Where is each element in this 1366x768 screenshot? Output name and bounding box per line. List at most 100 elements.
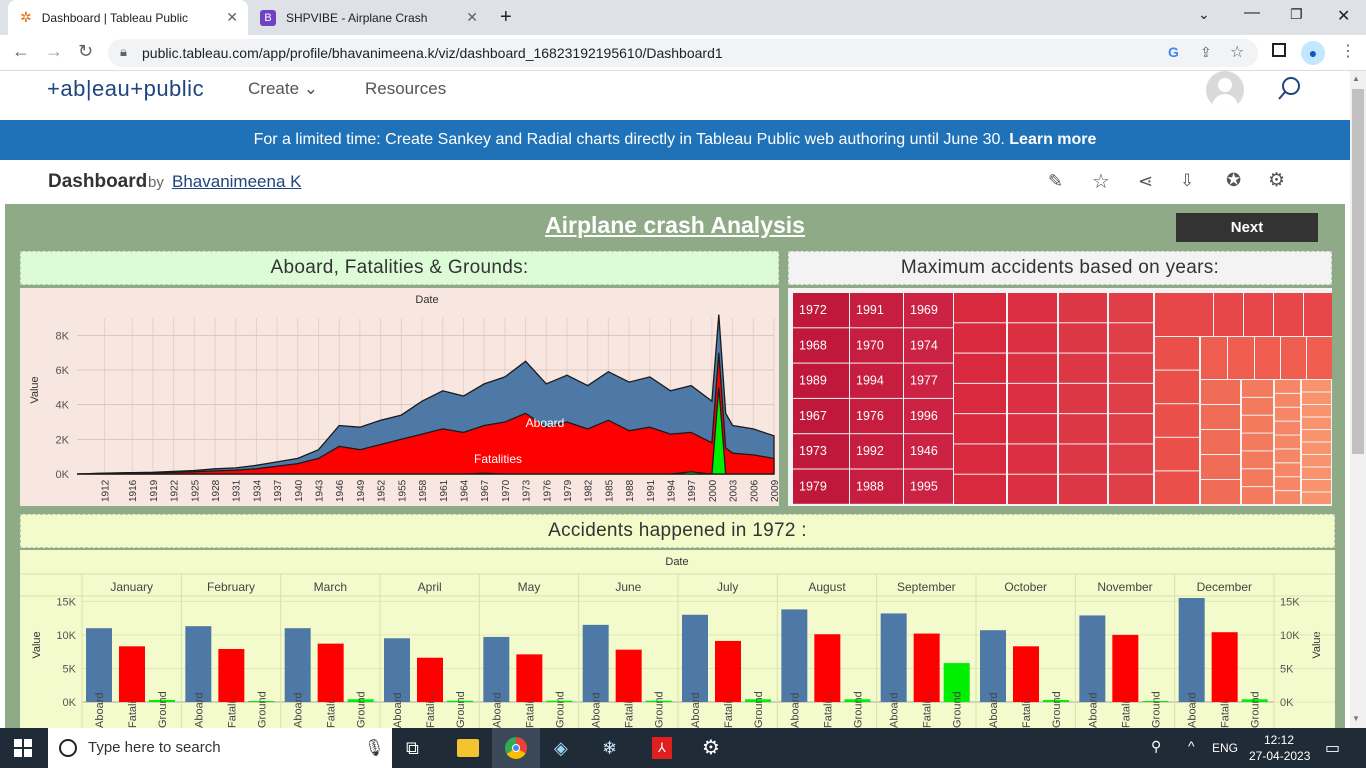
new-tab-icon[interactable]: + [500, 6, 512, 28]
tray-chevron-icon[interactable]: ^ [1188, 738, 1195, 754]
page-scrollbar[interactable]: ▲ ▼ [1350, 71, 1366, 728]
scroll-thumb[interactable] [1352, 89, 1364, 454]
treemap-year-label: 1995 [910, 480, 938, 494]
address-bar: ← → ↻ 🔒︎ public.tableau.com/app/profile/… [0, 35, 1366, 71]
app-icon-1[interactable]: ◈ [554, 738, 568, 758]
treemap-cell [1302, 442, 1331, 454]
learn-more-link[interactable]: Learn more [1009, 131, 1097, 148]
treemap-cell [1201, 337, 1227, 379]
treemap-cell [1059, 383, 1107, 414]
search-icon[interactable] [1276, 76, 1302, 102]
settings-taskbar-icon[interactable]: ⚙ [702, 737, 720, 759]
nav-resources[interactable]: Resources [365, 79, 447, 98]
close-tab-icon[interactable]: ✕ [466, 9, 478, 25]
microphone-icon[interactable]: 🎙︎ [364, 740, 385, 757]
bar-chart-1972[interactable]: Date Value Value 0K 0K 5K 5K 10K 10K 15K 15K Jan… [20, 550, 1335, 728]
back-icon[interactable]: ← [12, 41, 30, 61]
restore-icon[interactable]: ❐ [1290, 6, 1303, 22]
area-x-tick-label: 1991 [646, 479, 657, 502]
minimize-icon[interactable]: — [1244, 4, 1260, 21]
share-icon[interactable]: ⇪ [1200, 44, 1212, 60]
treemap-cell [1059, 293, 1107, 323]
app-icon-2[interactable]: ❄ [602, 738, 618, 758]
taskbar-search-box[interactable]: Type here to search 🎙︎ [48, 728, 392, 768]
treemap-year-label: 1973 [799, 444, 827, 458]
treemap-cell [1302, 405, 1331, 417]
bar-measure-label: Ground [852, 691, 864, 728]
bar-measure-label: Ground [1051, 691, 1063, 728]
bar-y-tick-label-left: 10K [56, 630, 76, 642]
google-icon[interactable]: G [1168, 44, 1179, 60]
treemap-cell [904, 469, 953, 504]
tab-search-icon[interactable]: ⌄ [1198, 6, 1210, 22]
window-close-icon[interactable]: ✕ [1337, 8, 1351, 25]
treemap-cell [1228, 337, 1254, 379]
bar-month-label: January [110, 580, 153, 594]
tableau-favicon-icon: ✲ [20, 9, 32, 25]
area-x-tick-label: 1922 [170, 479, 181, 502]
edit-viz-icon[interactable]: ✎ [1048, 171, 1064, 191]
favorite-star-icon[interactable]: ☆ [1092, 171, 1110, 193]
forward-icon[interactable]: → [45, 41, 63, 61]
windows-taskbar: Type here to search 🎙︎ ⧉ ◈ ❄ ⅄ ⚙ ⚲ ^ ENG… [0, 728, 1366, 768]
bar-measure-label: Aboard [293, 693, 305, 728]
treemap-cell [954, 323, 1006, 353]
clock-time[interactable]: 12:12 [1264, 733, 1295, 747]
nav-create[interactable]: Create ⌄ [248, 79, 318, 99]
avatar[interactable] [1206, 71, 1244, 109]
by-label: by [148, 174, 164, 191]
side-panel-icon[interactable] [1272, 43, 1286, 57]
language-indicator[interactable]: ENG [1212, 741, 1239, 755]
download-icon[interactable]: ⇩ [1180, 171, 1195, 190]
bar-month-label: April [418, 580, 442, 594]
area-x-tick-label: 2009 [770, 479, 779, 502]
bar-fatalities [715, 640, 741, 702]
bar-fatalities [516, 654, 543, 702]
treemap-year-label: 1989 [799, 374, 827, 388]
area-chart[interactable]: Date Value 1912 1916 1919 1922 1925 1928 1931 1… [20, 288, 779, 506]
omnibox[interactable]: 🔒︎ public.tableau.com/app/profile/bhavan… [108, 39, 1258, 67]
notifications-icon[interactable]: ▭ [1325, 740, 1341, 757]
bar-y-tick-label-left: 15K [56, 596, 76, 608]
treemap-cell [793, 434, 849, 469]
task-view-icon[interactable]: ⧉ [406, 738, 419, 758]
close-tab-icon[interactable]: ✕ [226, 9, 238, 25]
treemap-cell [1201, 480, 1240, 504]
menu-icon[interactable]: ⋮ [1340, 43, 1356, 60]
treemap-chart[interactable]: 1972 1968 1989 1967 1973 1979 1991 1970 1994 1976… [788, 288, 1332, 506]
author-link[interactable]: Bhavanimeena K [172, 172, 302, 191]
windows-start-icon[interactable] [14, 739, 32, 757]
viz-title-row: Dashboard by Bhavanimeena K ✎ ☆ ⋖ ⇩ ✪ ⚙ [0, 160, 1350, 204]
reload-icon[interactable]: ↻ [78, 41, 94, 61]
profile-icon[interactable]: ● [1301, 41, 1325, 65]
scroll-down-icon[interactable]: ▼ [1352, 714, 1360, 723]
avatar-head [1218, 78, 1232, 92]
treemap-cell [1008, 323, 1057, 353]
chrome-taskbar-item[interactable] [492, 728, 540, 768]
next-button[interactable]: Next [1176, 213, 1318, 242]
share-viz-icon[interactable]: ⋖ [1138, 171, 1154, 191]
treemap-cell [1059, 323, 1107, 353]
people-icon[interactable]: ⚲ [1151, 738, 1162, 754]
area-x-tick-label: 1912 [101, 479, 112, 502]
badge-icon[interactable]: ✪ [1226, 170, 1242, 190]
clock-date[interactable]: 27-04-2023 [1249, 749, 1311, 763]
treemap-cell [1201, 455, 1240, 479]
bar-fatalities [1112, 634, 1139, 702]
treemap-cell [1201, 380, 1240, 404]
file-explorer-icon[interactable] [457, 739, 479, 757]
bookmark-star-icon[interactable]: ☆ [1230, 44, 1245, 61]
settings-gear-icon[interactable]: ⚙ [1268, 170, 1286, 191]
treemap-cell [904, 328, 953, 363]
treemap-cell [1008, 444, 1057, 474]
tab-shpvibe[interactable]: B SHPVIBE - Airplane Crash ✕ [250, 0, 488, 35]
url-text[interactable]: public.tableau.com/app/profile/bhavanime… [142, 45, 723, 61]
tab-dashboard[interactable]: ✲ Dashboard | Tableau Public ✕ [8, 0, 248, 35]
treemap-cell [1302, 492, 1331, 504]
treemap-cell [793, 328, 849, 363]
treemap-cell [1275, 463, 1300, 477]
pdf-app-icon[interactable]: ⅄ [652, 737, 672, 759]
tableau-public-logo[interactable]: +ab|eau+public [47, 76, 205, 101]
scroll-up-icon[interactable]: ▲ [1352, 74, 1360, 83]
treemap-cell [1242, 397, 1273, 415]
